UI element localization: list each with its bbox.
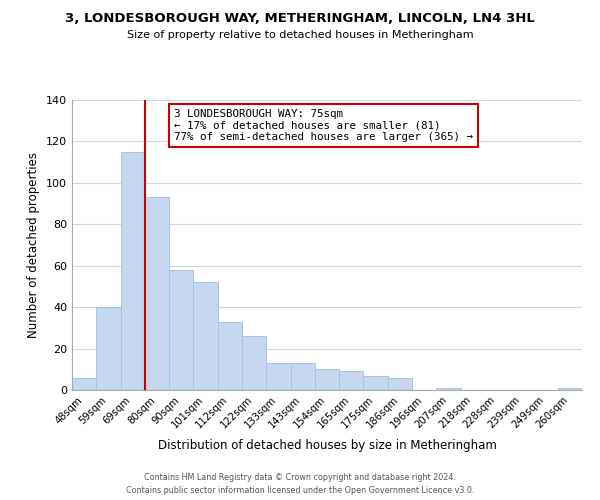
Bar	[121, 152, 145, 390]
X-axis label: Distribution of detached houses by size in Metheringham: Distribution of detached houses by size …	[158, 439, 496, 452]
Text: 3, LONDESBOROUGH WAY, METHERINGHAM, LINCOLN, LN4 3HL: 3, LONDESBOROUGH WAY, METHERINGHAM, LINC…	[65, 12, 535, 26]
Bar	[558, 388, 582, 390]
Bar	[242, 336, 266, 390]
Bar	[96, 307, 121, 390]
Bar	[193, 282, 218, 390]
Y-axis label: Number of detached properties: Number of detached properties	[28, 152, 40, 338]
Bar	[169, 270, 193, 390]
Bar	[72, 378, 96, 390]
Bar	[266, 363, 290, 390]
Bar	[436, 388, 461, 390]
Bar	[315, 370, 339, 390]
Bar	[388, 378, 412, 390]
Bar	[364, 376, 388, 390]
Text: 3 LONDESBOROUGH WAY: 75sqm
← 17% of detached houses are smaller (81)
77% of semi: 3 LONDESBOROUGH WAY: 75sqm ← 17% of deta…	[174, 108, 473, 142]
Bar	[290, 363, 315, 390]
Text: Contains public sector information licensed under the Open Government Licence v3: Contains public sector information licen…	[126, 486, 474, 495]
Text: Contains HM Land Registry data © Crown copyright and database right 2024.: Contains HM Land Registry data © Crown c…	[144, 474, 456, 482]
Bar	[218, 322, 242, 390]
Text: Size of property relative to detached houses in Metheringham: Size of property relative to detached ho…	[127, 30, 473, 40]
Bar	[339, 372, 364, 390]
Bar	[145, 198, 169, 390]
